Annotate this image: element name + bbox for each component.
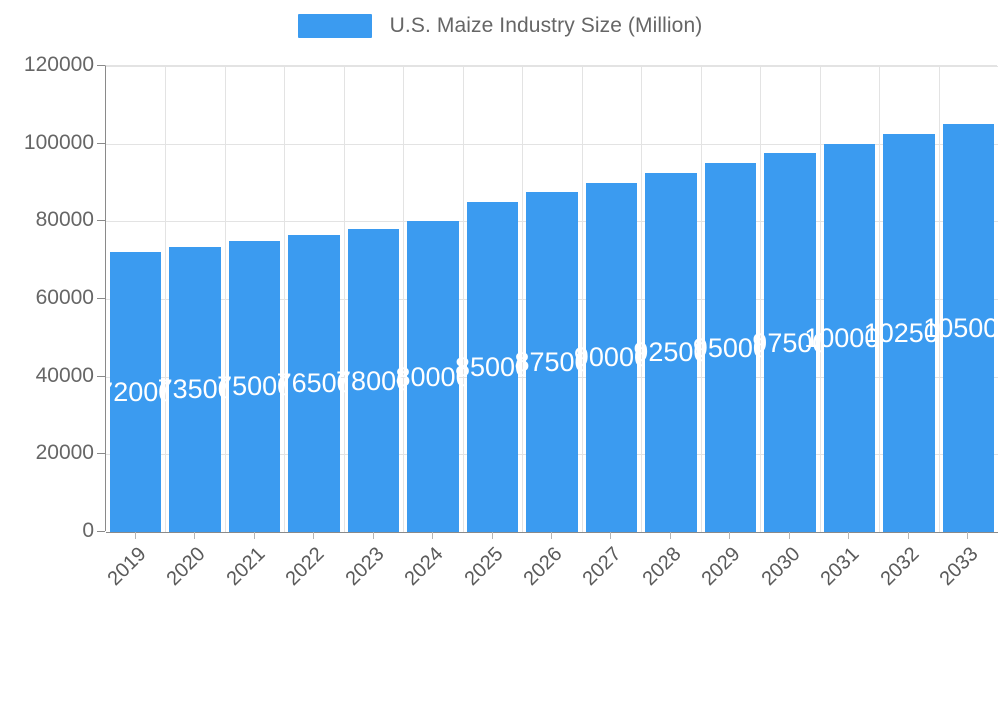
x-axis-tick-mark [373,532,374,539]
gridline-horizontal [106,66,998,67]
x-axis-tick-mark [789,532,790,539]
x-axis-tick-mark [551,532,552,539]
y-axis-tick-mark [97,142,105,144]
x-axis-tick-mark [194,532,195,539]
y-axis-tick-mark [97,220,105,222]
x-axis-tick-mark [967,532,968,539]
y-axis-tick-mark [97,531,105,532]
bar-2024[interactable] [407,221,459,532]
legend-color-swatch[interactable] [297,14,372,38]
x-axis-tick-mark [313,532,314,539]
x-axis-tick-mark [432,532,433,539]
gridline-vertical [463,66,464,532]
gridline-vertical [641,66,642,532]
bar-2030[interactable] [764,153,816,532]
bar-chart: U.S. Maize Industry Size (Million) 0 2000… [0,14,1000,591]
bar-2021[interactable] [228,240,281,532]
y-axis-tick-mark [97,298,105,299]
bar-2031[interactable] [823,143,876,532]
gridline-vertical [165,66,166,532]
gridline-vertical [344,66,345,532]
y-axis-tick-label: 60000 [35,286,94,309]
y-axis-tick-label: 80000 [35,208,94,232]
x-axis-line [106,532,998,533]
bar-2022[interactable] [288,234,340,532]
plot-clip: 7200073500750007650078000800008500087500… [106,66,998,532]
legend-series-label: U.S. Maize Industry Size (Million) [389,14,703,37]
bar-2029[interactable] [704,163,757,532]
gridline-vertical [879,66,880,532]
y-axis-tick-mark [97,65,105,66]
y-axis: 0 20000 40000 60000 80000 100000 120000 [23,53,105,542]
y-axis-tick-label: 120000 [23,53,94,76]
bar-2026[interactable] [526,192,578,532]
plot-area: 7200073500750007650078000800008500087500… [105,65,998,533]
chart-legend: U.S. Maize Industry Size (Million) [0,14,1000,38]
bar-2033[interactable] [942,124,994,532]
y-axis-tick-label: 100000 [23,130,94,154]
bar-2019[interactable] [110,252,162,532]
x-axis-tick-mark [908,532,909,539]
x-axis-tick-mark [254,532,255,539]
y-axis-tick-mark [97,453,105,455]
y-axis-tick-label: 0 [82,519,94,542]
bar-2027[interactable] [585,182,638,532]
gridline-vertical [582,66,583,532]
gridline-vertical [760,66,761,532]
gridline-vertical [820,66,821,532]
bar-2032[interactable] [883,133,935,532]
gridline-vertical [939,66,940,532]
bar-2025[interactable] [466,201,519,532]
bar-2028[interactable] [645,172,697,532]
y-axis-tick-mark [97,375,105,377]
gridline-vertical [522,66,523,532]
y-axis-tick-label: 40000 [35,363,94,387]
gridline-horizontal [106,143,998,145]
gridline-vertical [225,66,226,532]
bar-2020[interactable] [169,246,221,532]
gridline-vertical [403,66,404,532]
x-axis: 2019 2020 2021 2022 2023 2024 2025 2026 2027 2028… [103,532,983,590]
x-axis-tick-mark [848,532,849,539]
x-axis-tick-mark [135,532,136,539]
gridline-vertical [284,66,285,532]
y-axis-tick-label: 20000 [35,441,94,465]
x-axis-tick-mark [670,532,671,539]
bars-layer: 7200073500750007650078000800008500087500… [106,66,998,532]
bar-2023[interactable] [347,229,400,532]
gridline-vertical [701,66,702,532]
x-axis-tick-mark [610,532,611,539]
x-axis-tick-mark [729,532,730,539]
x-axis-tick-mark [492,532,493,539]
